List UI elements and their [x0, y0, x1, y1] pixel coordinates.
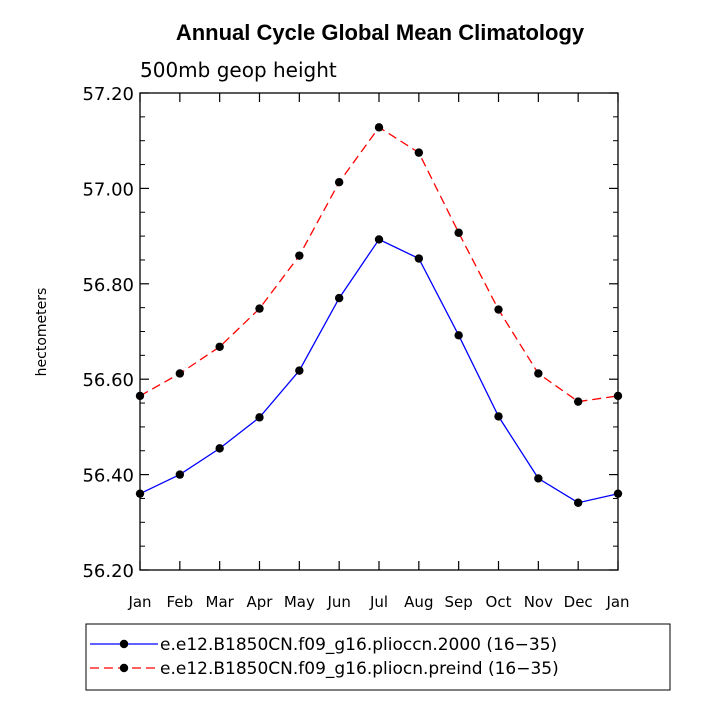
data-point [215, 444, 224, 453]
y-tick-labels: 56.20 56.40 56.60 56.80 57.00 57.20 [82, 84, 134, 582]
data-point [374, 123, 384, 132]
y-tick-label: 56.20 [82, 561, 134, 582]
data-point [334, 177, 344, 187]
data-point [295, 251, 304, 260]
data-point [215, 342, 224, 351]
x-tick-label: Jan [127, 593, 151, 611]
x-tick-label: Mar [206, 593, 235, 611]
data-point [613, 391, 623, 401]
data-point [494, 305, 503, 314]
legend: e.e12.B1850CN.f09_g16.plioccn.2000 (16−3… [85, 623, 671, 691]
series-2 [135, 123, 623, 406]
x-tick-label: May [284, 593, 315, 611]
data-point [613, 489, 623, 498]
series-layer [135, 123, 623, 507]
y-tick-label: 56.80 [82, 275, 134, 296]
series-line [139, 238, 619, 504]
series-1 [135, 235, 623, 507]
data-point [175, 369, 185, 378]
x-tick-label: Feb [167, 593, 194, 611]
legend-marker [119, 639, 129, 649]
legend-label: e.e12.B1850CN.f09_g16.plioccn.2000 (16−3… [160, 635, 557, 655]
y-tick-label: 56.40 [82, 466, 134, 487]
x-tick-label: Dec [564, 593, 593, 611]
y-tick-label: 56.60 [82, 370, 134, 391]
x-tick-labels: Jan Feb Mar Apr May Jun Jul Aug Sep Oct Nov Dec Jan [127, 593, 629, 611]
x-tick-label: Jun [326, 593, 350, 611]
data-point [295, 366, 304, 375]
x-tick-label: Nov [524, 593, 553, 611]
data-point [255, 413, 264, 422]
data-point [135, 391, 145, 401]
axis-ticks [139, 92, 619, 571]
data-point [454, 331, 463, 340]
chart-subtitle: 500mb geop height [140, 58, 337, 82]
x-tick-label: Sep [445, 593, 473, 611]
legend-entry-2: e.e12.B1850CN.f09_g16.pliocn.preind (16−… [90, 659, 559, 679]
x-tick-label: Apr [247, 593, 274, 611]
x-tick-label: Jan [605, 593, 629, 611]
data-point [414, 148, 424, 157]
legend-entry-1: e.e12.B1850CN.f09_g16.plioccn.2000 (16−3… [90, 635, 557, 655]
data-point [494, 412, 503, 421]
y-tick-label: 57.20 [82, 84, 134, 105]
series-line [139, 126, 619, 403]
legend-label: e.e12.B1850CN.f09_g16.pliocn.preind (16−… [160, 659, 559, 679]
data-point [454, 228, 463, 237]
x-tick-label: Oct [486, 593, 512, 611]
plot-frame [139, 92, 619, 571]
data-point [573, 397, 583, 406]
data-point [414, 254, 424, 263]
data-point [135, 489, 145, 498]
y-axis-label: hectometers [34, 288, 50, 377]
legend-marker [119, 663, 129, 673]
data-point [374, 235, 384, 244]
chart-title: Annual Cycle Global Mean Climatology [176, 20, 585, 45]
data-point [534, 474, 543, 483]
data-point [255, 304, 264, 313]
y-tick-label: 57.00 [82, 179, 134, 200]
data-point [334, 293, 344, 303]
x-tick-label: Aug [404, 593, 433, 611]
legend-box [85, 623, 671, 691]
data-point [534, 369, 543, 378]
data-point [175, 470, 185, 479]
data-point [573, 498, 583, 507]
x-tick-label: Jul [369, 593, 388, 611]
